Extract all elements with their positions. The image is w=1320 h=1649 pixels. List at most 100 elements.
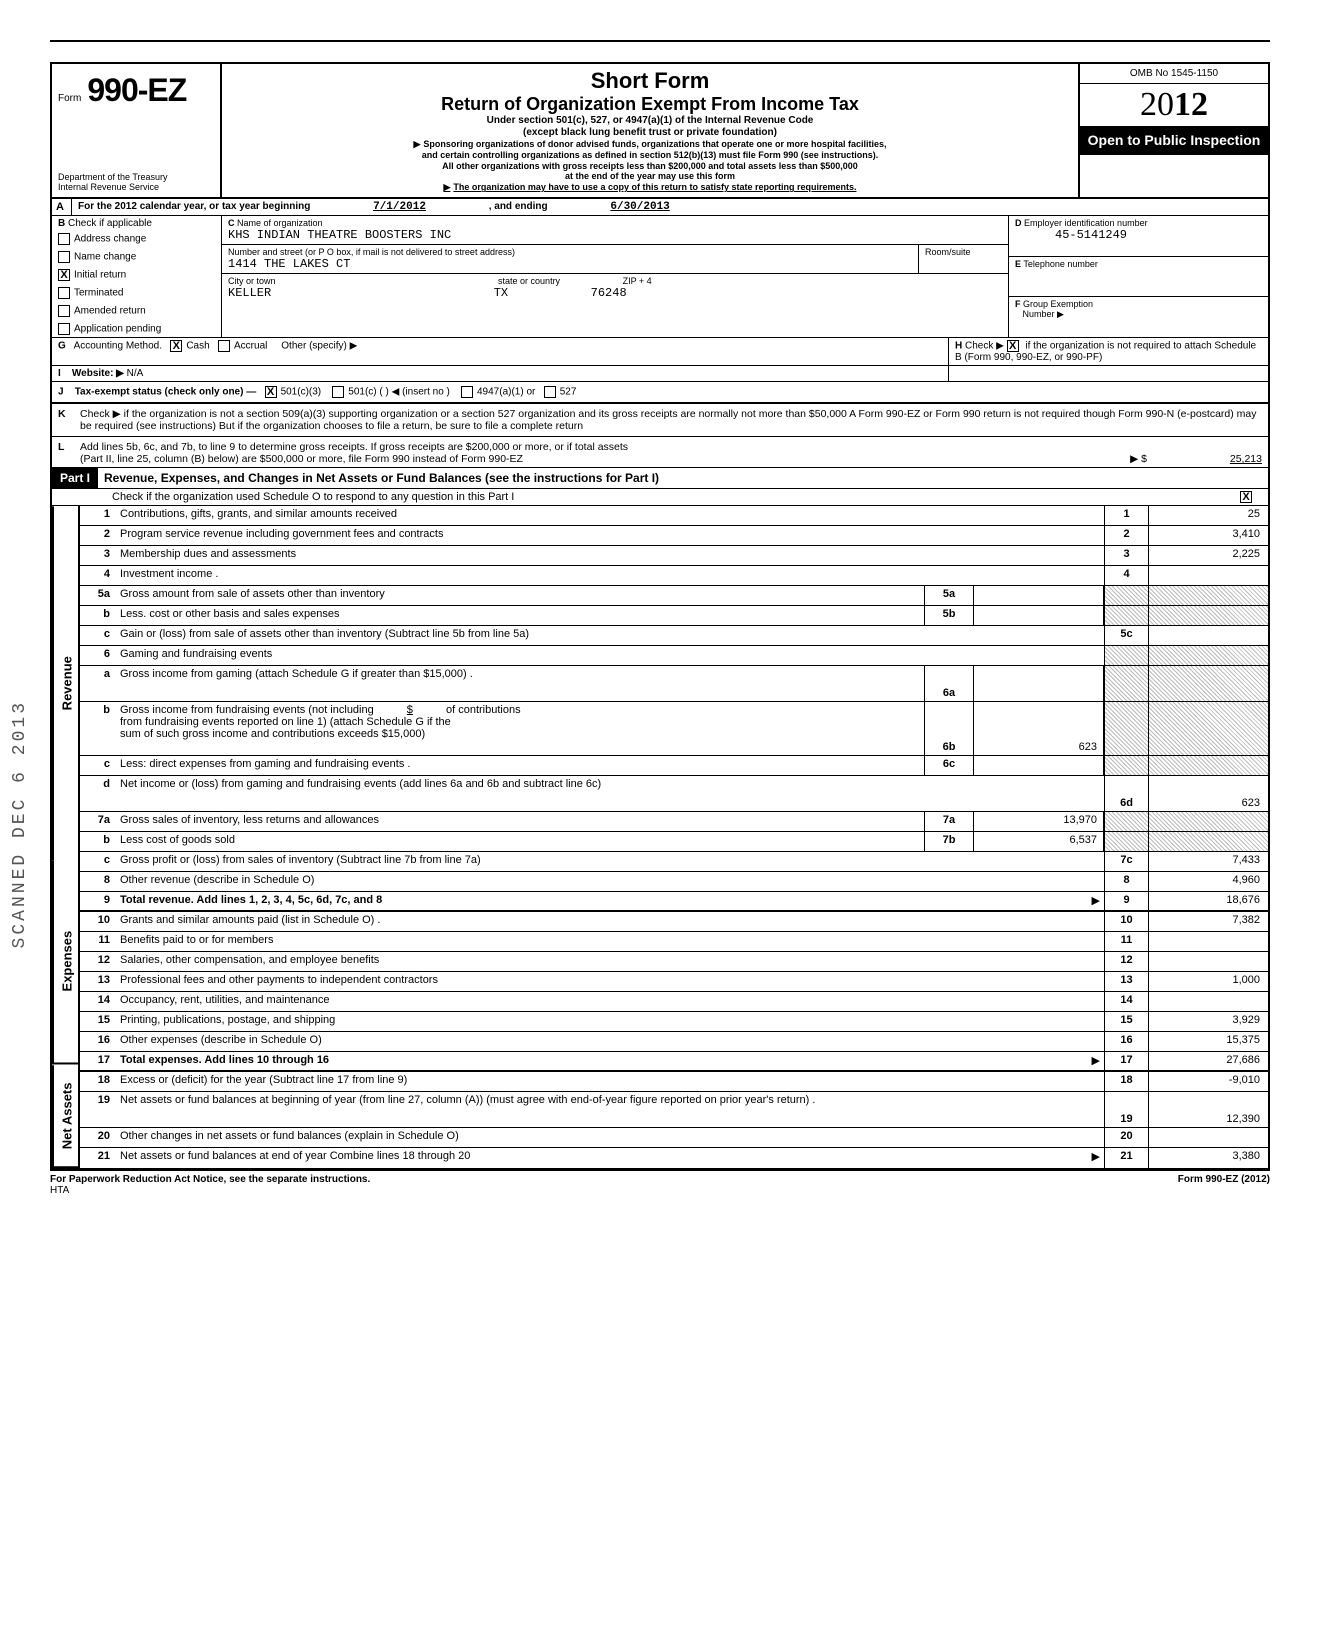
col-def: D Employer identification number 45-5141… [1008, 216, 1268, 337]
num-6c: c [80, 756, 116, 775]
line-5a: 5a Gross amount from sale of assets othe… [80, 586, 1268, 606]
chk-app-pending[interactable] [58, 323, 70, 335]
f-label2: Number ▶ [1023, 309, 1064, 319]
num-12: 12 [80, 952, 116, 971]
line-7a: 7a Gross sales of inventory, less return… [80, 812, 1268, 832]
a-end: 6/30/2013 [550, 201, 729, 213]
desc-6b-5: sum of such gross income and contributio… [120, 728, 425, 740]
a-begin: 7/1/2012 [313, 201, 486, 213]
line-9: 9 Total revenue. Add lines 1, 2, 3, 4, 5… [80, 892, 1268, 912]
val-12 [1148, 952, 1268, 971]
fine-1: Sponsoring organizations of donor advise… [232, 139, 1068, 150]
part1-title: Revenue, Expenses, and Changes in Net As… [98, 468, 1268, 488]
d-val: 45-5141249 [1055, 228, 1127, 242]
row-gh: G Accounting Method. XCash Accrual Other… [50, 338, 1270, 366]
arrow-17: ▶ [1092, 1054, 1100, 1067]
chk-part1-schedO[interactable]: X [1240, 491, 1252, 503]
in-6a: 6a [924, 666, 974, 701]
line-6: 6 Gaming and fundraising events [80, 646, 1268, 666]
line-7c: c Gross profit or (loss) from sales of i… [80, 852, 1268, 872]
line-1: 1 Contributions, gifts, grants, and simi… [80, 506, 1268, 526]
l-val: 25,213 [1150, 453, 1262, 465]
chk-address-change[interactable] [58, 233, 70, 245]
val-7a-shade [1148, 812, 1268, 831]
chk-h[interactable]: X [1007, 340, 1019, 352]
row-l: L Add lines 5b, 6c, and 7b, to line 9 to… [50, 437, 1270, 468]
desc-21-text: Net assets or fund balances at end of ye… [120, 1150, 470, 1162]
line-18: 18 Excess or (deficit) for the year (Sub… [80, 1072, 1268, 1092]
inval-6c [974, 756, 1104, 775]
val-10: 7,382 [1148, 912, 1268, 931]
desc-17-text: Total expenses. Add lines 10 through 16 [120, 1054, 329, 1066]
num-5c: c [80, 626, 116, 645]
line-10: 10 Grants and similar amounts paid (list… [80, 912, 1268, 932]
part1-check-row: Check if the organization used Schedule … [50, 489, 1270, 506]
in-5a: 5a [924, 586, 974, 605]
line-8: 8 Other revenue (describe in Schedule O)… [80, 872, 1268, 892]
box-14: 14 [1104, 992, 1148, 1011]
val-13: 1,000 [1148, 972, 1268, 991]
c-zip-label: ZIP + 4 [623, 276, 652, 286]
footer-paperwork: For Paperwork Reduction Act Notice, see … [50, 1174, 370, 1185]
g-label: Accounting Method. [74, 341, 162, 352]
line-16: 16 Other expenses (describe in Schedule … [80, 1032, 1268, 1052]
col-b: B Check if applicable Address change Nam… [52, 216, 222, 337]
chk-527[interactable] [544, 386, 556, 398]
num-3: 3 [80, 546, 116, 565]
c-addr-row: Number and street (or P O box, if mail i… [222, 245, 1008, 274]
chk-name-change[interactable] [58, 251, 70, 263]
chk-4947[interactable] [461, 386, 473, 398]
header-middle: Short Form Return of Organization Exempt… [222, 64, 1078, 197]
num-9: 9 [80, 892, 116, 910]
num-20: 20 [80, 1128, 116, 1147]
c-state-label: state or country [498, 276, 560, 286]
desc-6b-4: from fundraising events reported on line… [120, 716, 451, 728]
val-15: 3,929 [1148, 1012, 1268, 1031]
val-16: 15,375 [1148, 1032, 1268, 1051]
desc-13: Professional fees and other payments to … [116, 972, 1104, 991]
box-6d: 6d [1104, 776, 1148, 811]
num-18: 18 [80, 1072, 116, 1091]
num-21: 21 [80, 1148, 116, 1168]
inval-5b [974, 606, 1104, 625]
chk-accrual[interactable] [218, 340, 230, 352]
val-5a-shade [1148, 586, 1268, 605]
chk-cash[interactable]: X [170, 340, 182, 352]
chk-amended[interactable] [58, 305, 70, 317]
val-20 [1148, 1128, 1268, 1147]
val-5b-shade [1148, 606, 1268, 625]
chk-terminated[interactable] [58, 287, 70, 299]
letter-f: F [1015, 299, 1021, 309]
chk-501c3[interactable]: X [265, 386, 277, 398]
line-11: 11 Benefits paid to or for members 11 [80, 932, 1268, 952]
num-15: 15 [80, 1012, 116, 1031]
a-label: For the 2012 calendar year, or tax year … [78, 201, 310, 212]
box-2: 2 [1104, 526, 1148, 545]
box-6b-shade [1104, 702, 1148, 755]
c-addr-val: 1414 THE LAKES CT [228, 257, 350, 271]
c-name-label: Name of organization [237, 218, 323, 228]
desc-6b-1: Gross income from fundraising events (no… [120, 704, 374, 716]
chk-initial-return[interactable]: X [58, 269, 70, 281]
d-cell: D Employer identification number 45-5141… [1009, 216, 1268, 257]
b-item-3: Terminated [74, 288, 123, 299]
val-6c-shade [1148, 756, 1268, 775]
form-number-block: Form 990-EZ [58, 72, 214, 109]
l-text1: Add lines 5b, 6c, and 7b, to line 9 to d… [80, 441, 1262, 453]
tax-year: 2012 [1080, 84, 1268, 126]
line-5c: c Gain or (loss) from sale of assets oth… [80, 626, 1268, 646]
c-addr-cell: Number and street (or P O box, if mail i… [222, 245, 918, 273]
e-cell: E Telephone number [1009, 257, 1268, 298]
fine-5: The organization may have to use a copy … [232, 182, 1068, 193]
line-3: 3 Membership dues and assessments 3 2,22… [80, 546, 1268, 566]
line-14: 14 Occupancy, rent, utilities, and maint… [80, 992, 1268, 1012]
num-13: 13 [80, 972, 116, 991]
chk-501c[interactable] [332, 386, 344, 398]
box-6a-shade [1104, 666, 1148, 701]
open-to-public: Open to Public Inspection [1080, 126, 1268, 155]
desc-18: Excess or (deficit) for the year (Subtra… [116, 1072, 1104, 1091]
j-527: 527 [560, 387, 577, 398]
fine-4: at the end of the year may use this form [232, 171, 1068, 182]
val-19: 12,390 [1148, 1092, 1268, 1127]
j-cell: J Tax-exempt status (check only one) — X… [52, 382, 1268, 402]
